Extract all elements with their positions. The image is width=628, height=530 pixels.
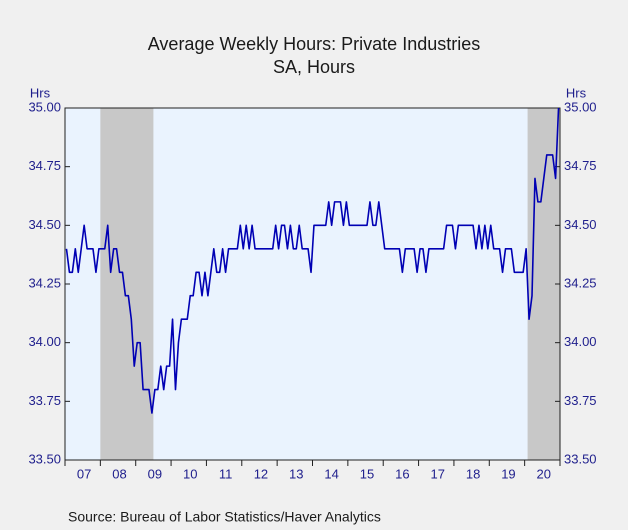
x-tick-label: 18 <box>466 466 480 481</box>
y2-tick-label: 34.50 <box>564 217 597 232</box>
chart-subtitle: SA, Hours <box>273 57 355 77</box>
y2-tick-label: 33.50 <box>564 451 597 466</box>
y-tick-label: 34.50 <box>28 217 61 232</box>
y-axis-label: Hrs <box>30 85 51 100</box>
x-tick-label: 09 <box>148 466 162 481</box>
y2-tick-label: 34.75 <box>564 158 597 173</box>
x-tick-label: 13 <box>289 466 303 481</box>
x-tick-label: 12 <box>254 466 268 481</box>
data-line <box>65 107 560 414</box>
x-tick-label: 07 <box>77 466 91 481</box>
x-tick-label: 20 <box>537 466 551 481</box>
source: Source: Bureau of Labor Statistics/Haver… <box>68 509 381 525</box>
y-tick-label: 33.50 <box>28 451 61 466</box>
x-tick-label: 15 <box>360 466 374 481</box>
chart-title: Average Weekly Hours: Private Industries <box>148 34 480 54</box>
y-tick-label: 35.00 <box>28 99 61 114</box>
y2-tick-label: 34.00 <box>564 334 597 349</box>
x-tick-label: 08 <box>112 466 126 481</box>
y-tick-label: 34.00 <box>28 334 61 349</box>
recession-shading <box>100 108 154 460</box>
x-tick-label: 10 <box>183 466 197 481</box>
y2-tick-label: 33.75 <box>564 393 597 408</box>
y-tick-label: 33.75 <box>28 393 61 408</box>
y2-tick-label: 35.00 <box>564 99 597 114</box>
x-tick-label: 14 <box>324 466 338 481</box>
x-tick-label: 16 <box>395 466 409 481</box>
y-tick-label: 34.25 <box>28 275 61 290</box>
x-tick-label: 17 <box>430 466 444 481</box>
x-tick-label: 11 <box>219 466 233 481</box>
y2-tick-label: 34.25 <box>564 275 597 290</box>
x-tick-label: 19 <box>501 466 515 481</box>
y-tick-label: 34.75 <box>28 158 61 173</box>
y2-axis-label: Hrs <box>566 85 587 100</box>
